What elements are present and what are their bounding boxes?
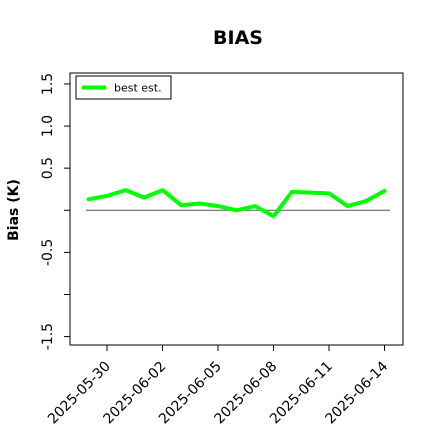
data-point	[179, 203, 183, 207]
y-tick-label: -1.5	[40, 323, 56, 350]
data-point	[309, 191, 312, 195]
data-point	[346, 204, 349, 208]
data-point	[253, 204, 257, 208]
x-axis: 2025-05-302025-06-022025-06-052025-06-08…	[45, 345, 391, 427]
y-tick-label: -0.5	[40, 239, 56, 266]
y-tick-label: 0.5	[40, 157, 56, 179]
y-axis-label: Bias (K)	[6, 179, 22, 241]
data-point	[216, 204, 220, 208]
plot-frame	[69, 72, 404, 346]
y-tick-label: 1.5	[40, 73, 56, 95]
data-point	[327, 191, 331, 195]
series-layer	[86, 188, 387, 219]
data-point	[161, 188, 164, 192]
data-point	[87, 197, 90, 201]
data-point	[272, 214, 275, 218]
data-point	[124, 188, 127, 192]
series-line-best-est	[86, 188, 387, 219]
legend-box	[75, 75, 172, 100]
data-point	[383, 189, 386, 193]
legend: best est.	[75, 75, 172, 100]
chart-title: BIAS	[213, 27, 263, 49]
data-point	[142, 196, 146, 200]
y-tick-label: 1.0	[40, 115, 56, 137]
data-point	[198, 202, 201, 206]
data-point	[105, 194, 109, 198]
legend-label: best est.	[114, 82, 162, 95]
y-axis: -1.5 -0.5 0.5 1.0 1.5	[40, 73, 70, 350]
data-point	[364, 199, 368, 203]
data-point	[235, 208, 238, 212]
data-point	[290, 190, 294, 194]
